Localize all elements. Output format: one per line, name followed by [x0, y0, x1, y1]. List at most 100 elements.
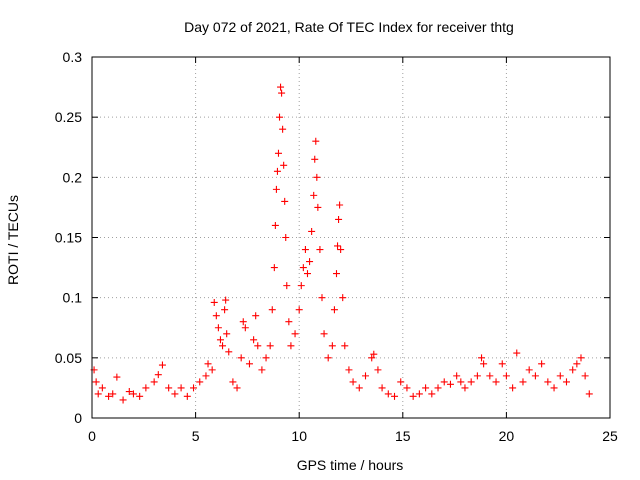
data-point [585, 390, 593, 398]
data-point [239, 318, 247, 326]
data-point [287, 342, 295, 350]
data-point [349, 378, 357, 386]
data-point [183, 392, 191, 400]
data-point [446, 380, 454, 388]
data-point [384, 390, 392, 398]
data-point [368, 354, 376, 362]
data-point [283, 282, 291, 290]
data-point [272, 185, 280, 193]
data-point [219, 342, 227, 350]
data-point [544, 378, 552, 386]
data-point [276, 113, 284, 121]
data-point [324, 354, 332, 362]
data-point [391, 392, 399, 400]
data-point [314, 203, 322, 211]
data-point [318, 294, 326, 302]
data-point [562, 378, 570, 386]
data-point [262, 354, 270, 362]
data-point [332, 270, 340, 278]
data-point [525, 366, 533, 374]
data-point [109, 390, 117, 398]
data-point [409, 392, 417, 400]
data-point [252, 312, 260, 320]
data-point [225, 348, 233, 356]
data-point [105, 392, 113, 400]
data-point [355, 384, 363, 392]
data-point [92, 378, 100, 386]
data-point [577, 354, 585, 362]
data-point [119, 396, 127, 404]
data-point [502, 372, 510, 380]
data-point [374, 366, 382, 374]
y-tick-label: 0.15 [55, 230, 82, 246]
data-point [142, 384, 150, 392]
data-point [208, 366, 216, 374]
data-point [279, 125, 287, 133]
data-point [233, 384, 241, 392]
data-point [281, 197, 289, 205]
data-point [222, 296, 230, 304]
data-point [291, 330, 299, 338]
data-point [538, 360, 546, 368]
x-tick-label: 5 [192, 428, 200, 444]
data-point [136, 392, 144, 400]
data-point [245, 360, 253, 368]
data-point [337, 246, 345, 254]
data-point [486, 372, 494, 380]
data-point [473, 372, 481, 380]
data-point [303, 270, 311, 278]
data-point [397, 378, 405, 386]
data-point [202, 372, 210, 380]
data-point [250, 336, 258, 344]
data-point [422, 384, 430, 392]
data-point [165, 384, 173, 392]
data-point [277, 83, 285, 91]
x-tick-label: 20 [499, 428, 515, 444]
data-point [316, 246, 324, 254]
data-point [285, 318, 293, 326]
data-point [457, 378, 465, 386]
data-point [498, 360, 506, 368]
data-point [212, 312, 220, 320]
y-tick-label: 0.05 [55, 350, 82, 366]
data-point [306, 258, 314, 266]
y-tick-label: 0.3 [63, 49, 83, 65]
data-point [301, 246, 309, 254]
data-point [434, 384, 442, 392]
data-point [223, 330, 231, 338]
data-point [241, 324, 249, 332]
data-point [129, 390, 137, 398]
data-point [531, 372, 539, 380]
data-point [98, 384, 106, 392]
data-point [150, 378, 158, 386]
data-point [440, 378, 448, 386]
data-point [229, 378, 237, 386]
data-point [519, 378, 527, 386]
data-point [171, 390, 179, 398]
data-point [282, 234, 290, 241]
data-point [320, 330, 328, 338]
data-point [204, 360, 212, 368]
data-point [271, 221, 279, 229]
data-point [362, 372, 370, 380]
data-point [280, 161, 288, 169]
data-point [154, 371, 162, 379]
data-point [278, 89, 286, 97]
data-point [461, 384, 469, 392]
data-point [569, 366, 577, 374]
data-point [216, 336, 224, 344]
data-point [273, 167, 281, 175]
y-tick-label: 0.25 [55, 109, 82, 125]
x-tick-label: 0 [88, 428, 96, 444]
data-point [334, 242, 342, 250]
data-point [113, 373, 121, 381]
data-point [254, 342, 262, 350]
data-point [328, 342, 336, 350]
data-point [480, 360, 488, 368]
data-point [268, 306, 276, 314]
data-point [237, 354, 245, 362]
plot-frame [91, 56, 611, 419]
x-tick-label: 10 [291, 428, 307, 444]
data-point [190, 384, 198, 392]
data-point [158, 361, 166, 369]
